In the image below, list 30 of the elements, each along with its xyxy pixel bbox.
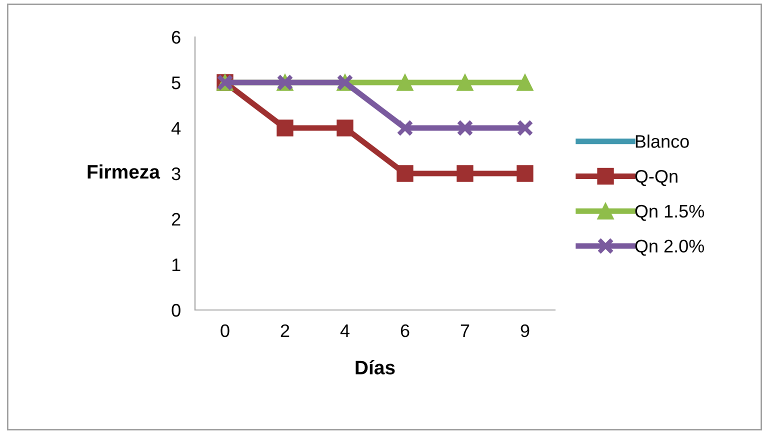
- x-axis-title: Días: [356, 360, 395, 374]
- x-tick-label: 4: [340, 324, 350, 337]
- point: [276, 120, 294, 136]
- point: [396, 74, 414, 91]
- point: [396, 165, 414, 182]
- y-axis-title: Firmeza: [88, 164, 160, 179]
- y-tick-label: 3: [172, 167, 180, 180]
- y-tick-label: 1: [172, 258, 180, 272]
- x-tick-label: 9: [520, 324, 530, 338]
- x-tick-label: 6: [400, 324, 410, 338]
- legend-label: Qn 1.5%: [635, 204, 704, 221]
- legend-label: Blanco: [636, 134, 689, 148]
- legend-label: Qn 2.0%: [635, 240, 704, 256]
- y-tick-label: 4: [171, 122, 181, 135]
- x-tick-label: 0: [220, 324, 230, 338]
- x-tick-label: 2: [280, 324, 290, 337]
- y-tick-label: 6: [172, 30, 180, 44]
- legend-label: Q-Qn: [635, 170, 678, 186]
- point: [516, 74, 534, 91]
- point: [396, 120, 414, 136]
- point: [516, 120, 534, 136]
- point: [456, 165, 474, 182]
- point: [516, 165, 534, 182]
- y-tick-label: 0: [172, 304, 180, 317]
- point: [456, 74, 474, 91]
- point: [336, 120, 354, 136]
- y-tick-label: 5: [172, 76, 180, 90]
- y-tick-label: 2: [172, 212, 180, 226]
- point: [456, 120, 474, 136]
- x-tick-label: 7: [460, 324, 470, 337]
